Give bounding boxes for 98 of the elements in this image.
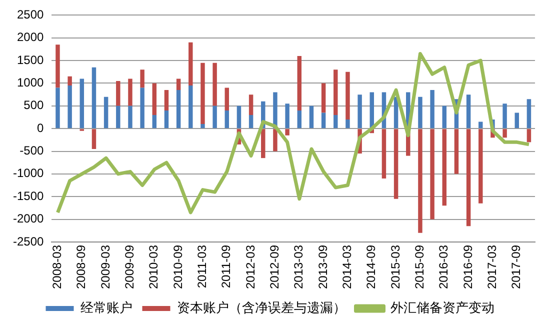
bar bbox=[442, 106, 446, 128]
y-tick-label: 0 bbox=[37, 120, 44, 135]
bar bbox=[212, 106, 217, 128]
x-tick-label: 2009-03 bbox=[98, 244, 112, 290]
bar bbox=[285, 129, 290, 136]
bar bbox=[200, 62, 205, 124]
x-tick-label: 2010-09 bbox=[170, 244, 185, 290]
bar bbox=[56, 44, 60, 88]
bar bbox=[200, 124, 205, 128]
bar bbox=[442, 129, 446, 206]
bar bbox=[164, 110, 169, 128]
x-tick-label: 2014-03 bbox=[340, 244, 354, 290]
bar bbox=[188, 42, 193, 86]
x-tick-label: 2016-09 bbox=[460, 244, 475, 290]
y-tick-label: 1500 bbox=[16, 52, 44, 67]
bar bbox=[321, 83, 326, 113]
bar bbox=[248, 114, 254, 128]
bar bbox=[334, 114, 338, 128]
y-tick-label: 2500 bbox=[16, 8, 44, 22]
bar bbox=[68, 76, 72, 86]
bar bbox=[478, 129, 483, 204]
x-tick-label: 2014-09 bbox=[364, 244, 378, 290]
y-tick-label: 500 bbox=[24, 98, 44, 112]
bar bbox=[454, 129, 459, 174]
bar bbox=[358, 94, 362, 128]
bar bbox=[526, 129, 532, 142]
x-tick-label: 2015-03 bbox=[388, 244, 402, 290]
bar bbox=[382, 129, 386, 178]
x-tick-label: 2012-09 bbox=[268, 244, 282, 290]
bar bbox=[321, 112, 326, 128]
y-tick-label: -2000 bbox=[12, 212, 44, 226]
bar bbox=[514, 112, 519, 128]
bar bbox=[116, 80, 120, 106]
bar bbox=[140, 88, 144, 128]
x-tick-label: 2011-09 bbox=[219, 244, 234, 288]
y-tick-label: -2500 bbox=[12, 234, 44, 248]
x-tick-label: 2016-03 bbox=[436, 244, 451, 290]
y-tick-label: 2000 bbox=[16, 30, 44, 44]
bar bbox=[430, 129, 434, 220]
bar bbox=[236, 106, 242, 128]
bar bbox=[224, 110, 230, 128]
bar bbox=[152, 83, 157, 115]
bar bbox=[92, 67, 96, 128]
bar bbox=[309, 106, 314, 128]
bar bbox=[140, 70, 144, 88]
bar bbox=[80, 78, 84, 128]
bar bbox=[248, 94, 254, 115]
bar bbox=[164, 90, 169, 110]
x-tick-label: 2009-09 bbox=[122, 244, 137, 290]
bar bbox=[394, 129, 398, 199]
bar bbox=[176, 90, 181, 128]
y-tick-label: -500 bbox=[20, 144, 44, 158]
y-tick-label: -1500 bbox=[12, 188, 44, 203]
bar bbox=[334, 70, 338, 115]
bar bbox=[116, 106, 120, 128]
bar bbox=[152, 114, 157, 128]
x-tick-label: 2017-03 bbox=[485, 244, 500, 290]
bar bbox=[188, 85, 193, 128]
y-tick-label: -1000 bbox=[12, 166, 44, 180]
bar bbox=[466, 129, 471, 226]
x-tick-label: 2017-09 bbox=[509, 244, 524, 290]
x-tick-label: 2008-09 bbox=[74, 244, 88, 290]
bar bbox=[346, 72, 350, 120]
legend-label: 外汇储备资产变动 bbox=[390, 300, 494, 315]
bar bbox=[273, 129, 278, 152]
bar bbox=[128, 106, 132, 128]
bar bbox=[261, 129, 266, 158]
bar bbox=[224, 88, 230, 110]
bar bbox=[297, 110, 302, 128]
bar bbox=[176, 78, 181, 90]
bar bbox=[56, 88, 60, 128]
bar bbox=[430, 90, 434, 128]
bar bbox=[285, 104, 290, 128]
bar bbox=[128, 78, 132, 106]
bar bbox=[68, 85, 72, 128]
x-tick-label: 2008-03 bbox=[50, 244, 64, 290]
bar bbox=[418, 129, 422, 233]
bar bbox=[418, 96, 422, 128]
bar bbox=[212, 62, 217, 106]
legend-label: 经常账户 bbox=[80, 300, 132, 315]
bar bbox=[466, 94, 471, 128]
x-tick-label: 2015-09 bbox=[412, 244, 427, 290]
bar bbox=[273, 92, 278, 128]
bar bbox=[92, 129, 96, 149]
bar bbox=[297, 56, 302, 110]
bar bbox=[346, 120, 350, 128]
x-tick-label: 2013-09 bbox=[316, 244, 330, 290]
x-tick-label: 2012-03 bbox=[243, 244, 258, 290]
x-tick-label: 2011-03 bbox=[195, 244, 210, 288]
x-tick-label: 2013-03 bbox=[292, 244, 306, 290]
y-tick-label: 1000 bbox=[16, 76, 44, 90]
legend-label: 资本账户（含净误差与遗漏） bbox=[176, 300, 346, 315]
bar bbox=[502, 129, 507, 138]
bar bbox=[478, 122, 483, 128]
bar bbox=[104, 96, 108, 128]
bar bbox=[526, 99, 532, 128]
bar bbox=[502, 104, 507, 128]
x-tick-label: 2010-03 bbox=[146, 244, 161, 290]
